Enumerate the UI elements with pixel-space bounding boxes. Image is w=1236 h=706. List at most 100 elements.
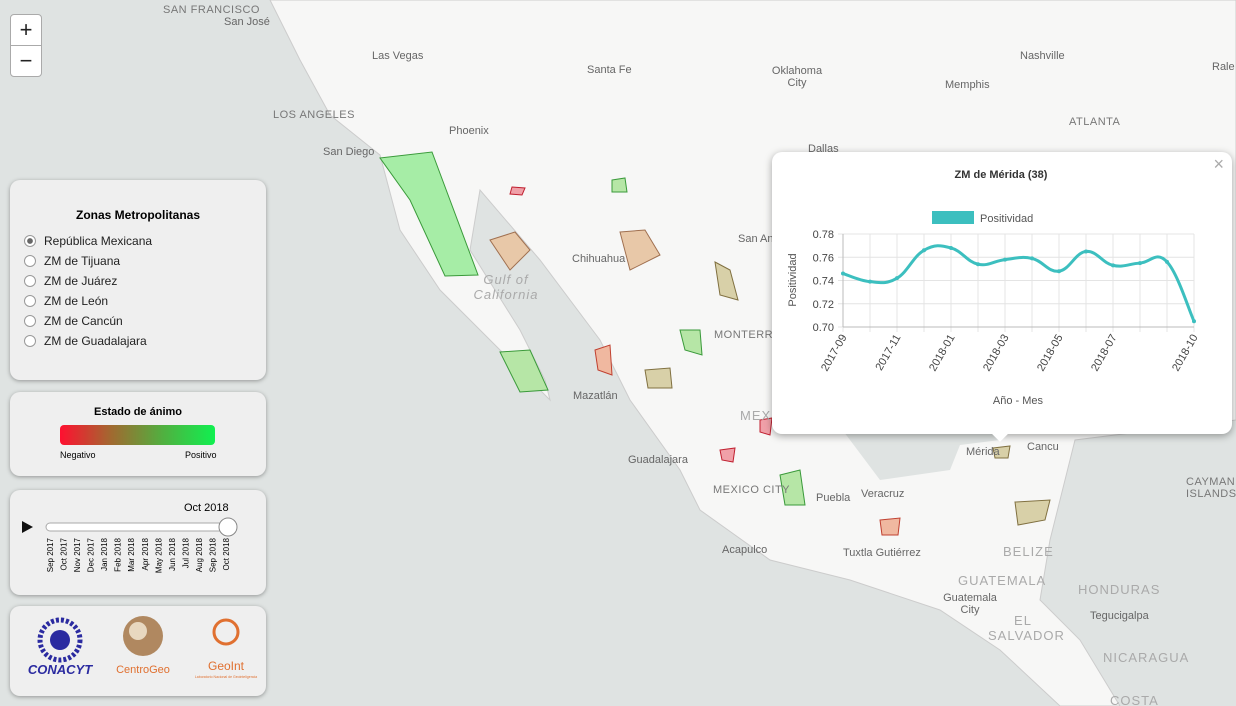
place-label: Mérida: [966, 446, 1000, 458]
slider-handle[interactable]: [218, 517, 238, 537]
x-tick-label: 2018-03: [981, 333, 1012, 374]
point: [1192, 319, 1196, 324]
radio[interactable]: [24, 335, 36, 347]
point: [976, 262, 980, 267]
radio[interactable]: [24, 235, 36, 247]
month-label: Jun 2018: [168, 537, 177, 570]
place-label: Veracruz: [861, 488, 905, 500]
logo-text: GeoInt: [208, 659, 245, 673]
chart: ZM de Mérida (38) Año - Mes Positividad …: [787, 169, 1201, 407]
zone-option[interactable]: ZM de Juárez: [24, 274, 266, 288]
x-tick-label: 2017-11: [873, 333, 903, 373]
month-label: Oct 2018: [222, 537, 231, 570]
place-label: Acapulco: [722, 544, 768, 556]
y-tick-label: 0.70: [813, 322, 834, 334]
month-label: Mar 2018: [127, 537, 136, 571]
x-axis-title: Año - Mes: [993, 395, 1044, 407]
popup: × ZM de Mérida (38) Año - Mes Positivida…: [772, 152, 1232, 442]
place-label: MEXICO CITY: [713, 484, 791, 496]
place-label: Phoenix: [449, 125, 489, 137]
mood-panel: Estado de ánimo Negativo Positivo: [10, 392, 266, 476]
month-label: Jul 2018: [181, 537, 190, 568]
month-label: Jan 2018: [100, 537, 109, 570]
month-label: Dec 2017: [87, 537, 96, 572]
regions: [379, 151, 1051, 536]
zones-panel: Zonas Metropolitanas República Mexicana Z…: [10, 180, 266, 380]
month-label: Apr 2018: [141, 537, 150, 570]
x-tick-label: 2018-01: [927, 333, 958, 374]
point: [949, 245, 953, 250]
zone-option[interactable]: ZM de Tijuana: [24, 254, 266, 268]
radio[interactable]: [24, 255, 36, 267]
panel-title: Zonas Metropolitanas: [75, 208, 200, 222]
place-label: Mazatlán: [573, 390, 618, 402]
place-label: ATLANTA: [1069, 116, 1121, 128]
popup-close[interactable]: ×: [1213, 154, 1224, 174]
point: [1057, 269, 1061, 274]
place-label: Memphis: [945, 79, 990, 91]
radio[interactable]: [24, 275, 36, 287]
timeline-panel: Oct 2018 Sep 2017 Oct 2017 Nov 2017 Dec 201…: [10, 490, 266, 595]
place-label: Santa Fe: [587, 64, 632, 76]
month-label: Sep 2018: [208, 537, 217, 572]
legend-swatch: [932, 211, 974, 224]
month-label: Nov 2017: [73, 537, 82, 572]
slider-track[interactable]: [45, 522, 229, 532]
place-label: CAYMAN ISLANDS: [1186, 476, 1236, 500]
option-label: ZM de León: [44, 294, 109, 308]
timeline-current: Oct 2018: [184, 502, 229, 514]
zoom-in[interactable]: +: [10, 14, 42, 46]
place-label: San José: [224, 16, 270, 28]
y-axis-title: Positividad: [787, 253, 799, 306]
zone-option[interactable]: República Mexicana: [24, 234, 266, 248]
place-label: Guatemala City: [943, 592, 997, 616]
legend-title: Estado de ánimo: [93, 406, 183, 418]
radio[interactable]: [24, 315, 36, 327]
point: [868, 279, 872, 284]
place-label: Tuxtla Gutiérrez: [843, 547, 921, 559]
option-label: ZM de Tijuana: [44, 254, 121, 268]
play-button[interactable]: [22, 521, 33, 533]
logos: CONACYT CentroGeo GeoInt Laboratorio Nac…: [28, 616, 257, 679]
legend-label: Positividad: [980, 213, 1033, 225]
place-label: MEX: [740, 408, 772, 423]
point: [1030, 256, 1034, 261]
x-tick-label: 2017-09: [819, 333, 850, 374]
zone-option[interactable]: ZM de León: [24, 294, 266, 308]
timeline: Sep 2017 Oct 2017 Nov 2017 Dec 2017 Jan 2018…: [22, 517, 238, 573]
month-label: Aug 2018: [195, 537, 204, 572]
place-label: SAN FRANCISCO: [163, 4, 260, 16]
option-label: ZM de Cancún: [44, 314, 123, 328]
place-label: San An: [738, 233, 774, 245]
legend-label: Negativo: [60, 450, 96, 460]
place-label: Rale: [1212, 61, 1235, 73]
option-label: República Mexicana: [44, 234, 153, 248]
chart-title: ZM de Mérida (38): [955, 169, 1048, 181]
place-label: MONTERREY: [714, 329, 789, 341]
zone-option[interactable]: ZM de Cancún: [24, 314, 266, 328]
y-tick-label: 0.72: [813, 299, 834, 311]
place-label: Nashville: [1020, 50, 1065, 62]
zone-option[interactable]: ZM de Guadalajara: [24, 334, 266, 348]
y-tick-label: 0.78: [813, 229, 834, 241]
place-label: HONDURAS: [1078, 582, 1161, 597]
logo-text: CONACYT: [28, 662, 93, 677]
place-label: Chihuahua: [572, 253, 626, 265]
place-label: COSTA: [1110, 693, 1159, 706]
gradient: [60, 425, 215, 445]
place-label: GUATEMALA: [958, 573, 1047, 588]
month-label: Oct 2017: [60, 537, 69, 570]
place-label: LOS ANGELES: [273, 109, 355, 121]
logos-panel: CONACYT CentroGeo GeoInt Laboratorio Nac…: [10, 606, 266, 696]
zoom-out[interactable]: −: [10, 45, 42, 77]
option-label: ZM de Juárez: [44, 274, 118, 288]
radio[interactable]: [24, 295, 36, 307]
place-label: Las Vegas: [372, 50, 424, 62]
point: [1138, 261, 1142, 266]
x-tick-label: 2018-05: [1035, 333, 1066, 374]
point: [922, 248, 926, 253]
place-label: Gulf of California: [473, 272, 539, 302]
point: [1111, 263, 1115, 268]
month-label: May 2018: [154, 537, 163, 573]
x-tick-label: 2018-10: [1170, 333, 1201, 374]
